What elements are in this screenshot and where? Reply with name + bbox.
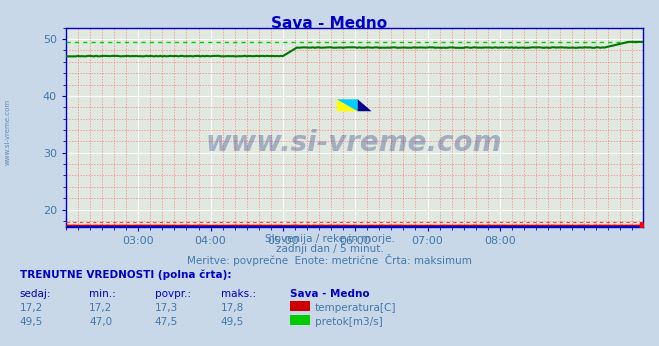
Text: zadnji dan / 5 minut.: zadnji dan / 5 minut.	[275, 244, 384, 254]
Text: www.si-vreme.com: www.si-vreme.com	[5, 98, 11, 165]
Text: 17,8: 17,8	[221, 303, 244, 313]
Text: 17,2: 17,2	[20, 303, 43, 313]
Text: maks.:: maks.:	[221, 289, 256, 299]
Text: Slovenija / reke in morje.: Slovenija / reke in morje.	[264, 234, 395, 244]
Polygon shape	[358, 99, 372, 111]
Polygon shape	[337, 99, 358, 111]
Text: 47,5: 47,5	[155, 317, 178, 327]
Text: TRENUTNE VREDNOSTI (polna črta):: TRENUTNE VREDNOSTI (polna črta):	[20, 270, 231, 280]
Text: 49,5: 49,5	[221, 317, 244, 327]
Polygon shape	[337, 99, 358, 111]
Text: Meritve: povprečne  Enote: metrične  Črta: maksimum: Meritve: povprečne Enote: metrične Črta:…	[187, 254, 472, 266]
Text: Sava - Medno: Sava - Medno	[272, 16, 387, 30]
Text: 17,3: 17,3	[155, 303, 178, 313]
Text: sedaj:: sedaj:	[20, 289, 51, 299]
Text: Sava - Medno: Sava - Medno	[290, 289, 370, 299]
Text: 47,0: 47,0	[89, 317, 112, 327]
Text: min.:: min.:	[89, 289, 116, 299]
Text: pretok[m3/s]: pretok[m3/s]	[315, 317, 383, 327]
Text: 49,5: 49,5	[20, 317, 43, 327]
Text: www.si-vreme.com: www.si-vreme.com	[206, 129, 502, 157]
Text: povpr.:: povpr.:	[155, 289, 191, 299]
Text: temperatura[C]: temperatura[C]	[315, 303, 397, 313]
Text: 17,2: 17,2	[89, 303, 112, 313]
